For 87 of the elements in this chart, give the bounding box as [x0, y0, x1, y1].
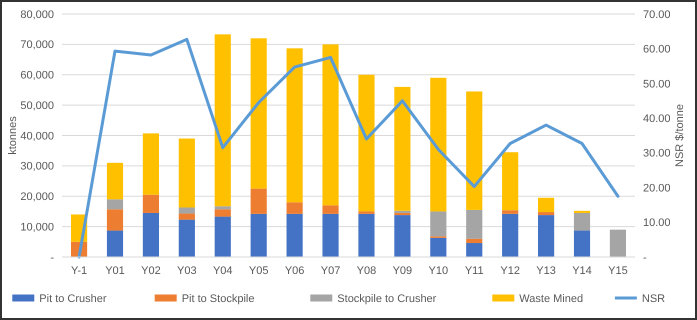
bar [142, 194, 159, 213]
bar [214, 209, 231, 217]
bar [250, 38, 267, 189]
bar [250, 188, 267, 214]
legend-label: Waste Mined [519, 292, 584, 305]
legend-label: Stockpile to Crusher [337, 292, 437, 305]
bar [178, 214, 195, 220]
bar [430, 78, 446, 212]
y-tick-label: 50,000 [20, 100, 54, 112]
bar [502, 214, 518, 257]
bar [538, 212, 554, 216]
y2-tick-label: 60.00 [643, 44, 671, 56]
bar [142, 133, 159, 195]
bar [286, 214, 303, 257]
bar [430, 238, 446, 257]
y-tick-label: 80,000 [20, 8, 54, 21]
x-tick-label: Y09 [392, 265, 412, 277]
y-tick-label: 10,000 [20, 221, 54, 234]
legend-label: Pit to Crusher [39, 292, 107, 305]
y2-tick-label: 50.00 [643, 78, 671, 90]
y-axis-title: ktonnes [7, 116, 19, 155]
bar [214, 34, 231, 206]
bar [466, 210, 482, 239]
bar [358, 74, 375, 212]
x-tick-label: Y08 [356, 265, 376, 277]
y-tick-label: 60,000 [20, 70, 54, 82]
y2-tick-label: 20.00 [643, 182, 671, 194]
x-tick-label: Y07 [320, 265, 340, 277]
x-tick-label: Y11 [464, 265, 484, 277]
bar [250, 214, 267, 257]
bar [574, 230, 590, 257]
x-tick-label: Y01 [105, 265, 125, 277]
bar [178, 138, 195, 208]
bar [502, 152, 518, 210]
bar [394, 86, 410, 211]
line-series [78, 38, 620, 258]
x-tick-label: Y10 [428, 265, 448, 277]
bar [538, 198, 554, 212]
x-tick-label: Y12 [500, 265, 520, 277]
y-tick-label: 30,000 [20, 160, 54, 173]
bar [358, 211, 375, 214]
y2-tick-label: 30.00 [643, 148, 671, 160]
y2-tick-label: 70.00 [643, 8, 671, 21]
bar [394, 212, 410, 216]
bar [502, 210, 518, 214]
bar [430, 211, 446, 236]
bar [286, 48, 303, 202]
bar [286, 202, 303, 214]
bar [214, 206, 231, 210]
y-tick-label: - [50, 252, 54, 264]
bar [466, 243, 482, 257]
bar [538, 215, 554, 257]
bar [178, 220, 195, 257]
bar [106, 209, 124, 231]
y-tick-label: 20,000 [20, 191, 54, 204]
y-tick-label: 40,000 [20, 130, 54, 142]
bar [574, 212, 590, 231]
y2-tick-label: - [643, 252, 647, 264]
bar [106, 199, 124, 210]
bar [214, 216, 231, 257]
bar [106, 162, 124, 200]
x-tick-label: Y04 [212, 265, 233, 277]
bar [106, 230, 124, 257]
bar [322, 205, 339, 214]
y2-tick-label: 10.00 [643, 217, 671, 230]
x-tick-label: Y-1 [71, 265, 88, 277]
x-tick-label: Y05 [248, 265, 268, 277]
bar [142, 212, 159, 257]
y2-axis-title: NSR $/tonne [674, 104, 686, 167]
x-tick-label: Y15 [608, 265, 628, 277]
legend-label: Pit to Stockpile [182, 292, 254, 305]
bar [466, 91, 482, 210]
y-tick-label: 70,000 [20, 39, 54, 52]
x-tick-label: Y06 [284, 265, 304, 277]
x-tick-label: Y03 [177, 265, 197, 277]
bar [358, 214, 375, 257]
x-tick-label: Y14 [572, 265, 592, 277]
bar [322, 44, 339, 206]
bar [610, 230, 626, 257]
legend-label: NSR [642, 292, 666, 305]
x-tick-label: Y13 [536, 265, 556, 277]
bar [322, 214, 339, 257]
bar [394, 215, 410, 257]
y2-tick-label: 40.00 [643, 112, 671, 125]
bar [178, 207, 195, 214]
x-tick-label: Y02 [141, 265, 161, 277]
bar [466, 238, 482, 244]
